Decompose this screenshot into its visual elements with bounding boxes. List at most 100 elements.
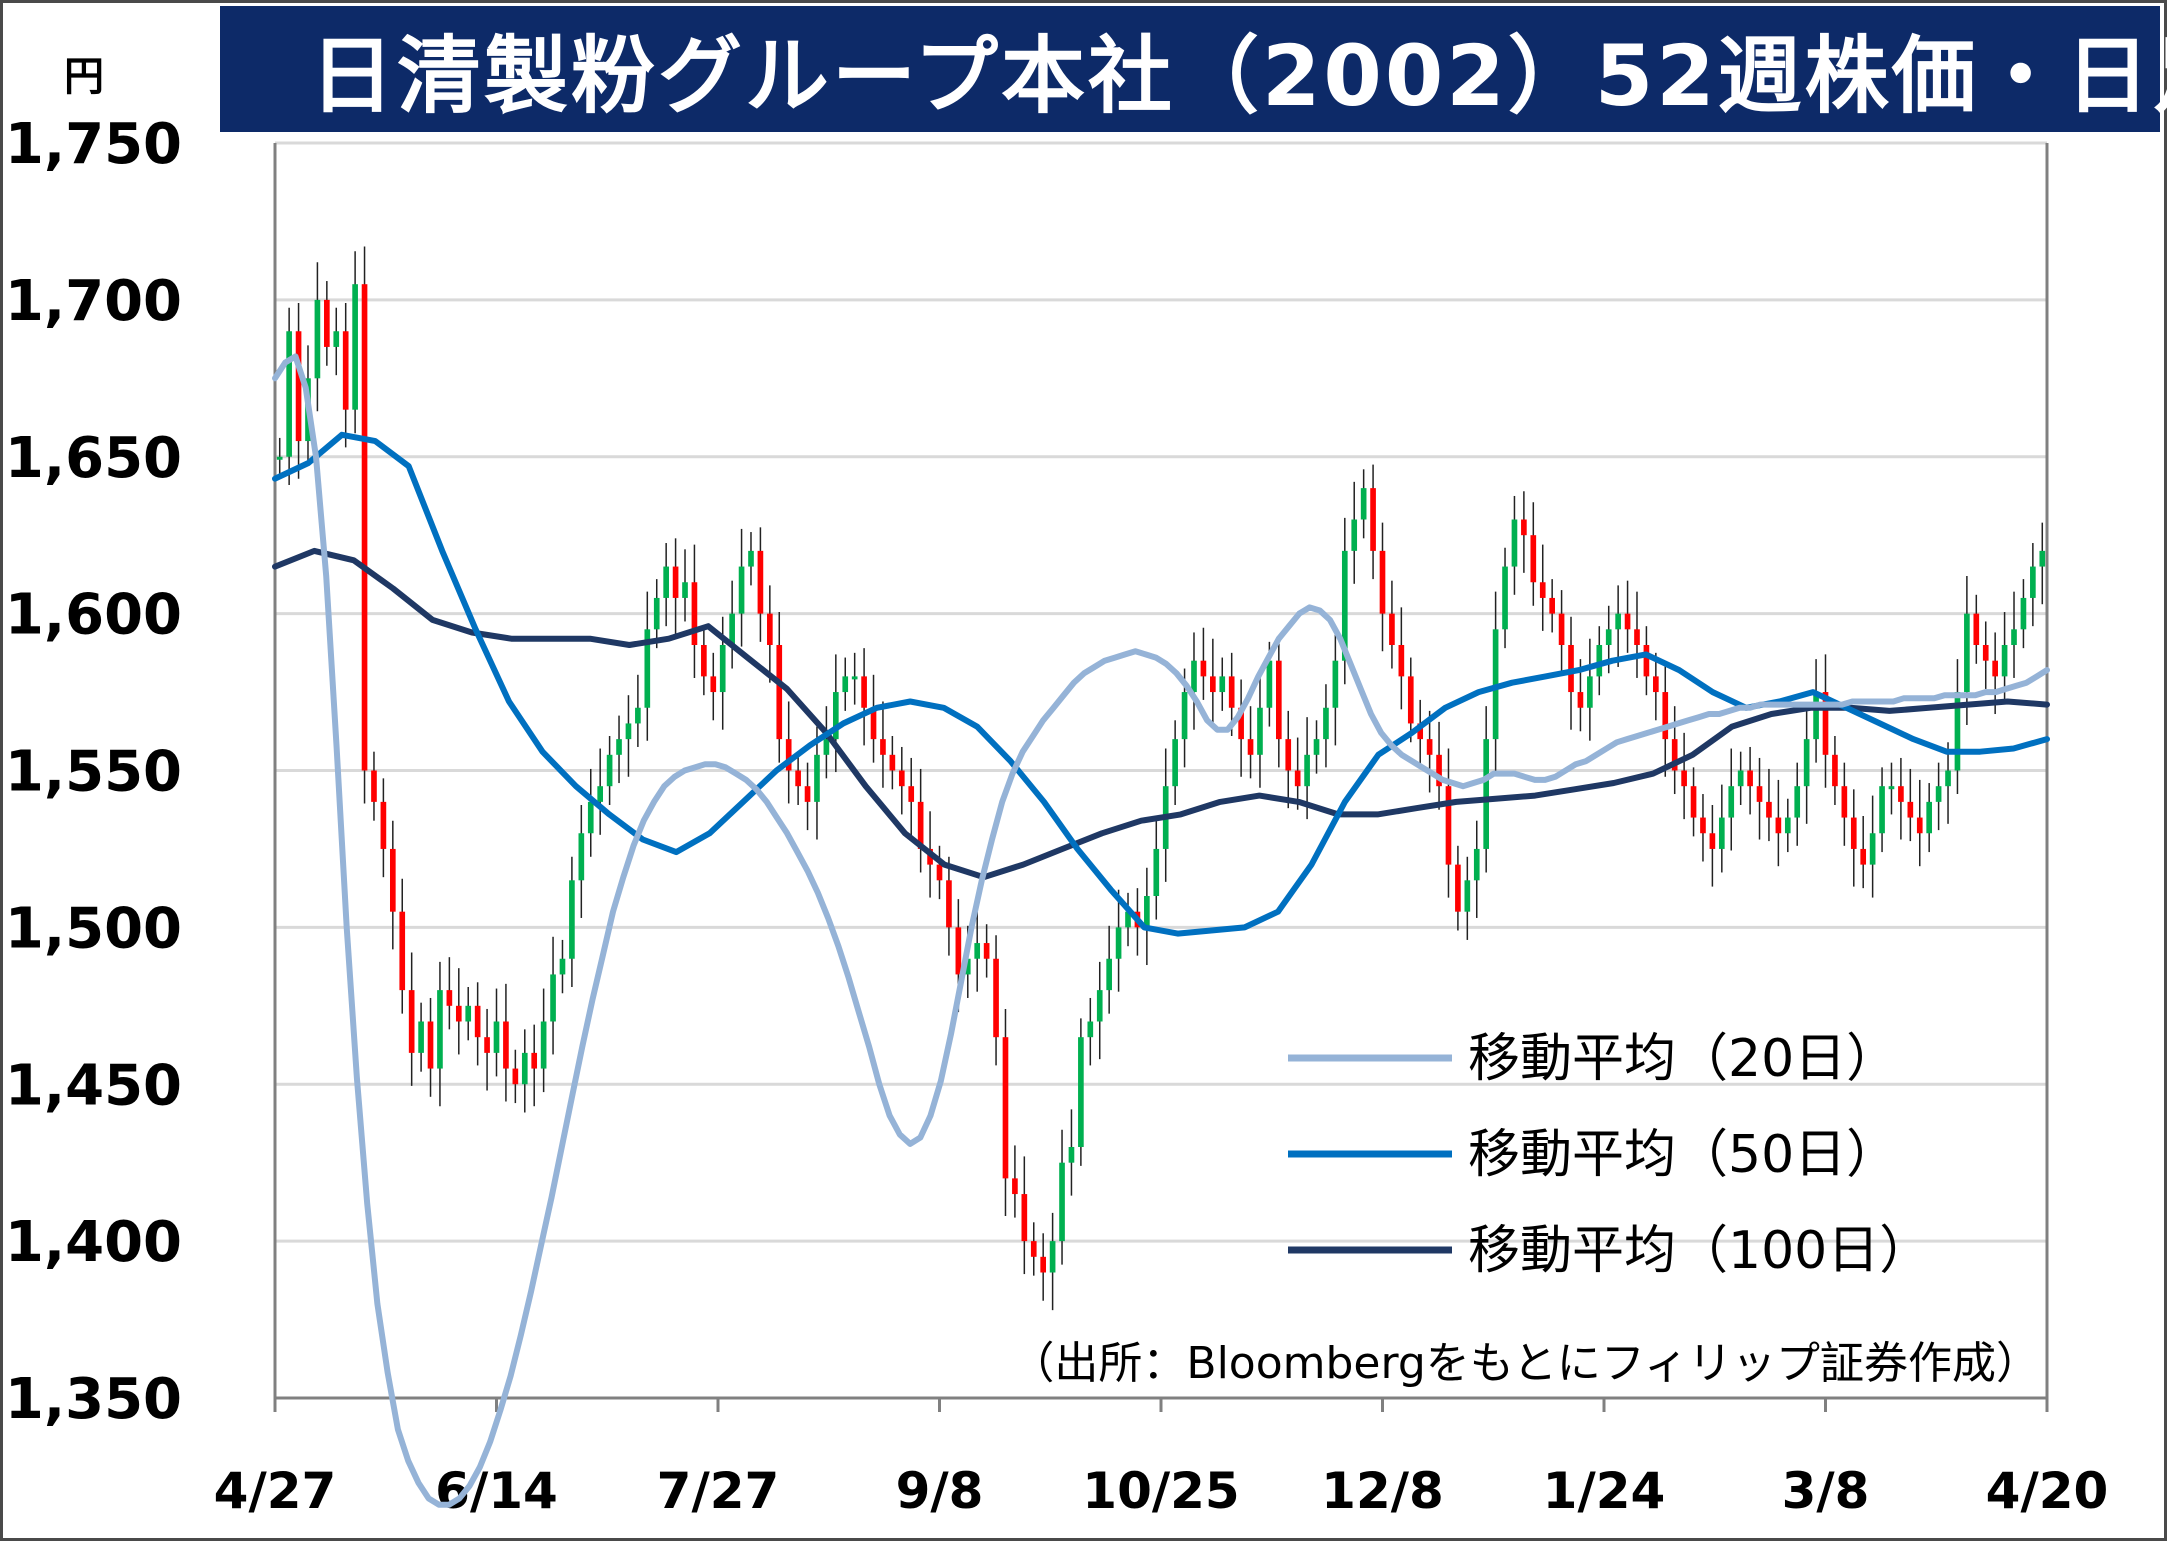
candle-body (1247, 739, 1254, 755)
candle-body (851, 676, 858, 680)
candle-body (729, 613, 735, 645)
y-tick-label: 1,700 (5, 269, 182, 334)
y-tick-label: 1,500 (5, 896, 182, 961)
candle-body (1926, 801, 1933, 834)
candle-body (1879, 786, 1885, 834)
candle-body (1096, 990, 1103, 1022)
candle-body (1907, 801, 1914, 818)
candle-body (1398, 645, 1405, 677)
candle-body (1813, 692, 1819, 740)
candle-body (371, 770, 377, 802)
candle-body (1285, 739, 1292, 771)
candle-body (1973, 613, 1980, 645)
candle-body (861, 676, 867, 708)
candle-body (1370, 488, 1376, 551)
candle-body (823, 739, 830, 755)
candle-body (748, 550, 754, 567)
candle-body (1436, 754, 1442, 787)
candle-body (314, 299, 321, 379)
candle-body (1294, 770, 1301, 787)
y-tick-label: 1,400 (5, 1210, 182, 1275)
candle-body (1172, 739, 1178, 787)
candle-body (1021, 1194, 1028, 1242)
candle-body (1304, 754, 1310, 787)
candle-body (616, 739, 622, 755)
candle-body (1455, 864, 1461, 912)
candle-body (399, 911, 406, 991)
candle-body (644, 629, 651, 708)
ma50-line (272, 431, 2050, 937)
candle-body (474, 1005, 481, 1038)
legend-label: 移動平均（100日） (1468, 1221, 1931, 1281)
candle-body (1539, 582, 1546, 598)
candle-body (352, 284, 358, 410)
candle-body (814, 754, 820, 802)
candle-body (1945, 770, 1951, 787)
candle-body (1049, 1241, 1056, 1273)
candle-body (286, 331, 292, 457)
legend-label: 移動平均（50日） (1468, 1125, 1898, 1185)
candle-body (276, 456, 283, 460)
y-tick-label: 1,750 (5, 112, 182, 177)
candle-body (1275, 660, 1282, 740)
chart-title: 日清製粉グループ本社（2002）52週株価・日足 (310, 26, 2167, 125)
y-unit-label: 円 (64, 54, 104, 100)
candle-body (389, 848, 396, 912)
candle-body (1502, 566, 1508, 630)
candle-body (880, 739, 886, 755)
candle-body (1982, 645, 1989, 661)
candle-body (1690, 786, 1697, 818)
candle-body (1992, 660, 1998, 677)
candle-body (1417, 723, 1424, 740)
candle-body (1313, 739, 1320, 755)
candle-body (870, 707, 877, 740)
candle-body (1737, 770, 1744, 787)
candle-body (1002, 1037, 1009, 1179)
candle-body (804, 786, 811, 802)
candle-body (361, 284, 368, 771)
y-tick-labels: 1,350 1,400 1,450 1,500 1,550 1,600 1,650 1,700… (5, 112, 182, 1432)
candle-body (1473, 848, 1480, 881)
candle-body (1464, 880, 1471, 912)
candle-body (2020, 597, 2027, 630)
candle-body (1511, 519, 1518, 567)
candle-body (1671, 739, 1678, 771)
candle-body (1379, 550, 1386, 614)
candle-body (1181, 692, 1188, 740)
candle-body (1341, 550, 1348, 661)
candle-body (1238, 707, 1244, 740)
candle-body (1624, 613, 1631, 630)
candle-body (993, 958, 999, 1038)
candle-body (578, 833, 585, 881)
candle-body (493, 1021, 500, 1053)
candle-body (1898, 786, 1904, 802)
candle-body (1822, 692, 1829, 755)
candle-body (1266, 660, 1273, 708)
candle-body (2030, 566, 2036, 598)
candle-body (1794, 786, 1801, 818)
candle-body (889, 754, 896, 771)
candle-body (719, 645, 726, 693)
candle-body (1756, 786, 1763, 802)
candle-body (2001, 645, 2008, 677)
y-tick-label: 1,350 (5, 1367, 182, 1432)
candle-body (908, 786, 915, 802)
candle-body (1709, 833, 1716, 849)
candle-body (606, 754, 613, 787)
x-tick-label: 4/20 (1986, 1462, 2109, 1520)
candle-body (1803, 739, 1810, 787)
candle-body (917, 801, 924, 849)
candle-body (1030, 1241, 1037, 1257)
candle-body (682, 582, 688, 598)
candle-body (1115, 927, 1122, 959)
source-note: （出所：Bloombergをもとにフィリップ証券作成） (1010, 1338, 2040, 1389)
candle-body (1596, 645, 1603, 677)
candle-body (446, 990, 453, 1006)
candle-body (465, 1005, 472, 1022)
title-bar: 日清製粉グループ本社（2002）52週株価・日足 (220, 6, 2167, 132)
candle-body (757, 550, 764, 614)
y-tick-label: 1,600 (5, 583, 182, 648)
candle-body (333, 331, 340, 347)
candle-body (1078, 1037, 1084, 1147)
